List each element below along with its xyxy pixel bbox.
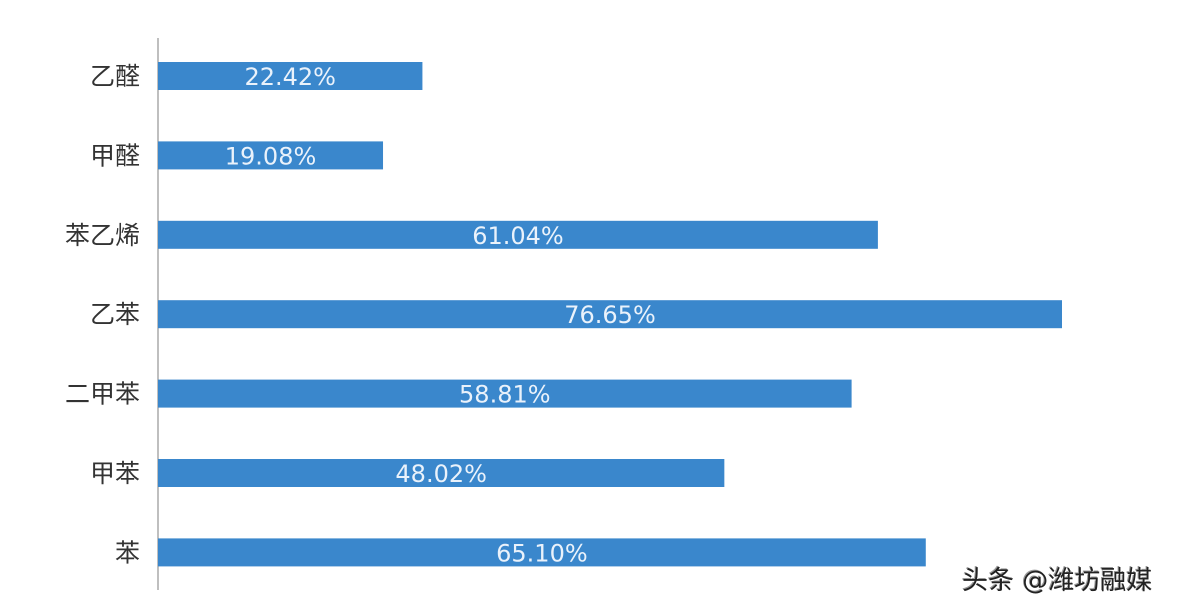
bar [158, 141, 384, 170]
category-tick-label: 甲苯 [90, 459, 140, 488]
data-label: 58.81% [459, 381, 551, 409]
category-tick-label: 二甲苯 [65, 380, 140, 409]
data-label: 61.04% [472, 222, 564, 250]
bar [158, 62, 423, 90]
bar [158, 459, 725, 487]
bar [158, 300, 1062, 329]
bar [158, 220, 878, 249]
category-tick-label: 乙苯 [90, 300, 140, 329]
data-label: 48.02% [395, 460, 487, 488]
bar [158, 379, 852, 408]
category-tick-label: 苯乙烯 [65, 221, 140, 250]
bar [158, 538, 926, 567]
watermark: 头条 @潍坊融媒 [962, 566, 1153, 596]
category-tick-label: 甲醛 [90, 141, 140, 170]
category-tick-label: 乙醛 [90, 62, 140, 91]
data-label: 76.65% [564, 301, 656, 329]
category-tick-label: 苯 [115, 538, 140, 567]
data-label: 22.42% [244, 63, 336, 91]
data-label: 65.10% [496, 539, 588, 567]
data-label: 19.08% [225, 142, 317, 170]
